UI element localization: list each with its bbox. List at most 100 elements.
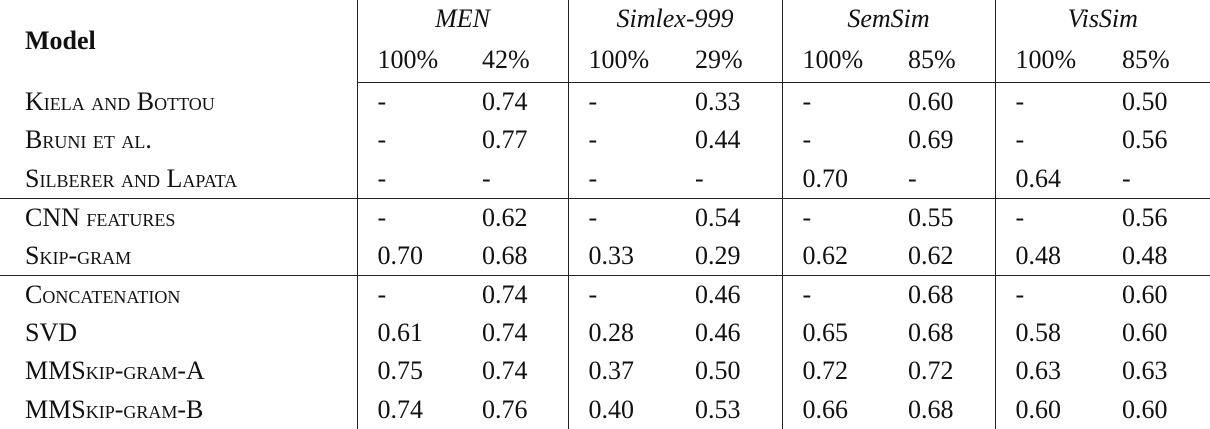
subheader: 100%	[781, 38, 889, 83]
cell: -	[567, 121, 676, 160]
cell: -	[994, 274, 1103, 314]
cell: 0.76	[482, 394, 528, 424]
group-header: SemSim	[781, 0, 996, 38]
cell: 0.69	[908, 125, 954, 155]
cell: 0.46	[675, 274, 783, 314]
cell: 0.63	[1122, 356, 1168, 386]
cell: 0.68	[888, 274, 996, 314]
cell: -	[994, 197, 1103, 237]
cell: 0.48	[994, 236, 1103, 275]
cell: 0.77	[482, 125, 528, 155]
table-row: Kiela and Bottou -0.74-0.33-0.60-0.50	[0, 82, 1210, 121]
cell: -	[482, 163, 491, 193]
header-row: Model MEN Simlex-999 SemSim VisSim	[0, 0, 1210, 55]
cell: 0.66	[781, 390, 889, 429]
cell: 0.46	[695, 317, 741, 347]
model-name: MMSkip-gram-B	[25, 394, 204, 424]
model-name: MMSkip-gram-A	[25, 356, 205, 386]
cell: 0.40	[567, 390, 676, 429]
cell: -	[567, 159, 676, 198]
subheader: 100%	[994, 38, 1103, 83]
model-name: Skip-gram	[25, 240, 132, 270]
cell: 0.60	[1102, 274, 1210, 314]
cell: -	[994, 121, 1103, 160]
cell: -	[567, 82, 676, 121]
cell: 0.62	[781, 236, 889, 275]
model-name: Kiela and Bottou	[25, 86, 215, 116]
cell: 0.56	[1122, 125, 1168, 155]
cell: -	[356, 121, 462, 160]
cell: 0.48	[1122, 240, 1168, 270]
cell: 0.68	[908, 394, 954, 424]
cell: 0.74	[462, 274, 569, 314]
cell: 0.70	[356, 236, 462, 275]
cell: 0.62	[908, 240, 954, 270]
cell: 0.61	[356, 313, 462, 352]
cell: -	[356, 159, 462, 198]
cell: 0.33	[567, 236, 676, 275]
cell: 0.50	[695, 356, 741, 386]
cell: 0.55	[888, 197, 996, 237]
table-row: MMSkip-gram-A 0.75 0.74 0.37 0.50 0.72 0.72 0.6…	[0, 352, 1210, 391]
model-name: CNN features	[0, 197, 357, 237]
cell: -	[356, 197, 462, 237]
model-name: SVD	[25, 317, 78, 347]
cell: 0.74	[482, 87, 528, 116]
cell: 0.60	[908, 87, 954, 116]
subheader: 100%	[567, 38, 676, 83]
cell: 0.74	[356, 390, 462, 429]
model-header: Model	[25, 26, 96, 56]
model-name: Concatenation	[0, 274, 357, 314]
cell: -	[567, 274, 676, 314]
subheader: 85%	[888, 38, 996, 83]
cell: -	[781, 197, 889, 237]
cell: 0.75	[356, 352, 462, 391]
cell: -	[908, 163, 917, 193]
table-row: SVD 0.61 0.74 0.28 0.46 0.65 0.68 0.58 0.60	[0, 313, 1210, 352]
cell: 0.60	[1122, 394, 1168, 424]
cell: -	[781, 121, 889, 160]
table-row: Skip-gram 0.70 0.68 0.33 0.29 0.62 0.62 0.48 0.4…	[0, 236, 1210, 275]
cell: 0.64	[994, 159, 1103, 198]
group-header: VisSim	[994, 0, 1210, 38]
cell: 0.50	[1122, 87, 1168, 116]
cell: 0.37	[567, 352, 676, 391]
cell: 0.65	[781, 313, 889, 352]
cell: 0.29	[695, 240, 741, 270]
table-row: Silberer and Lapata - - - -0.70-0.64-	[0, 159, 1210, 198]
cell: 0.60	[1122, 317, 1168, 347]
cell: 0.54	[675, 197, 783, 237]
cell: 0.68	[482, 240, 528, 270]
cell: 0.68	[908, 317, 954, 347]
cell: 0.72	[908, 356, 954, 386]
group-header: MEN	[356, 0, 569, 38]
cell: -	[781, 274, 889, 314]
cell: -	[695, 163, 704, 193]
cell: 0.28	[567, 313, 676, 352]
subheader: 85%	[1102, 38, 1210, 83]
subheader: 100%	[356, 38, 462, 83]
cell: 0.70	[781, 159, 889, 198]
cell: -	[567, 197, 676, 237]
group-header: Simlex-999	[567, 0, 783, 38]
cell: 0.74	[482, 317, 528, 347]
cell: 0.58	[994, 313, 1103, 352]
cell: -	[1122, 163, 1131, 193]
cell: -	[994, 82, 1103, 121]
header-row: 100% 42% 100% 29% 100% 85% 100% 85%	[0, 38, 1210, 83]
table-row: Bruni et al. -0.77-0.44-0.69-0.56	[0, 121, 1210, 160]
subheader: 42%	[462, 38, 569, 83]
cell: -	[356, 274, 462, 314]
table-header: Model MEN Simlex-999 SemSim VisSim 100% 42% 100…	[0, 0, 1210, 83]
cell: -	[781, 82, 889, 121]
model-name: Silberer and Lapata	[25, 163, 238, 193]
cell: 0.44	[695, 125, 741, 155]
cell: 0.62	[462, 197, 569, 237]
cell: 0.53	[695, 394, 741, 424]
table-row: CNN features -0.62-0.54-0.55-0.56	[0, 197, 1210, 237]
table-body: Kiela and Bottou -0.74-0.33-0.60-0.50 Brun…	[0, 82, 1210, 429]
table-row: MMSkip-gram-B 0.74 0.76 0.40 0.53 0.66 0.68 0.6…	[0, 390, 1210, 429]
table-row: Concatenation -0.74-0.46-0.68-0.60	[0, 274, 1210, 314]
